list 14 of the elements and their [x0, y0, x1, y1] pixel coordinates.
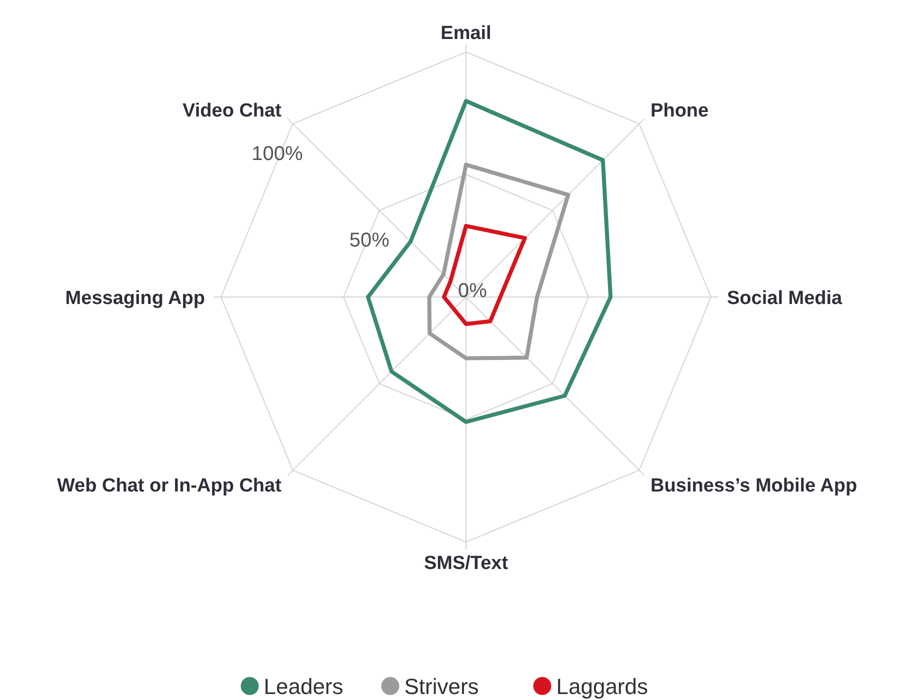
legend-label: Laggards — [556, 674, 648, 699]
spoke-label: Video Chat — [182, 100, 282, 122]
spoke-label: Messaging App — [65, 288, 205, 309]
spoke-label: Phone — [650, 100, 709, 122]
spoke-label: Social Media — [727, 288, 843, 309]
spoke-label: SMS/Text — [424, 553, 509, 574]
y-tick-label: 0% — [458, 280, 488, 302]
y-tick-label: 50% — [349, 229, 390, 252]
legend-label: Strivers — [404, 674, 479, 699]
spoke-label: Email — [440, 23, 492, 44]
y-tick-label: 100% — [252, 142, 303, 165]
spoke-label: Business’s Mobile App — [650, 475, 858, 496]
legend-label: Leaders — [264, 674, 344, 699]
spoke-label: Web Chat or In-App Chat — [56, 475, 282, 496]
